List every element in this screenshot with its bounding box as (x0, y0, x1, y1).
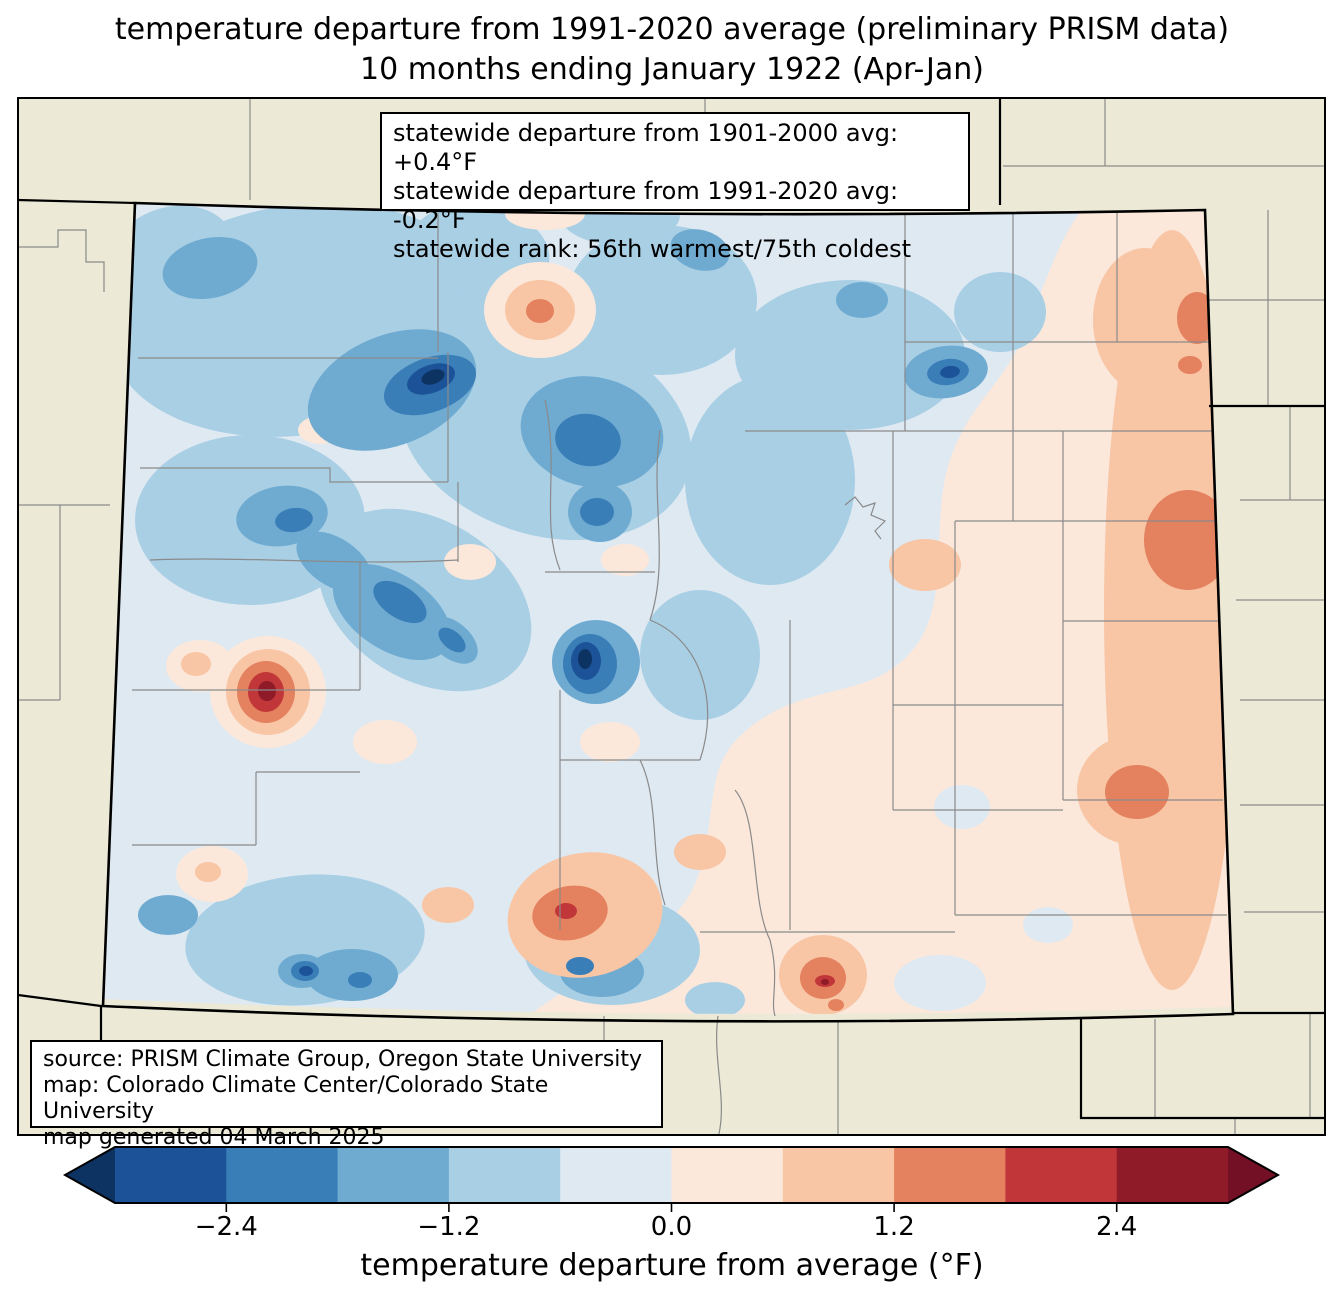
colorbar-tick-label: 0.0 (650, 1212, 693, 1242)
colorbar-tick-label: −2.4 (194, 1212, 258, 1242)
colorbar-segment (671, 1147, 784, 1203)
colorbar-axis-label: temperature departure from average (°F) (360, 1248, 984, 1283)
source-line-2: map: Colorado Climate Center/Colorado St… (43, 1073, 549, 1124)
source-box: source: PRISM Climate Group, Oregon Stat… (30, 1040, 663, 1150)
colorbar-segment (337, 1147, 450, 1203)
axes-frame (17, 97, 1326, 1136)
source-line-1: source: PRISM Climate Group, Oregon Stat… (43, 1047, 643, 1072)
colorbar-segment (226, 1147, 339, 1203)
title-line-2: 10 months ending January 1922 (Apr-Jan) (360, 52, 984, 87)
colorbar-tick-label: 1.2 (873, 1212, 915, 1242)
colorbar-segment (1005, 1147, 1118, 1203)
colorbar-segment (115, 1147, 227, 1203)
stats-line-2: statewide departure from 1991-2020 avg: … (393, 177, 899, 234)
figure-title: temperature departure from 1991-2020 ave… (0, 10, 1344, 90)
colorbar (62, 1146, 1281, 1212)
colorbar-outline (62, 1146, 1281, 1204)
colorbar-tick-labels: −2.4 −1.2 0.0 1.2 2.4 (115, 1212, 1228, 1242)
colorado-county-lines (132, 211, 1227, 1017)
colorado-state-border (101, 201, 1235, 1023)
colorbar-over-arrow (1228, 1147, 1278, 1203)
colorbar-segment (1116, 1147, 1229, 1203)
colorbar-tick-label: −1.2 (417, 1212, 481, 1242)
title-line-1: temperature departure from 1991-2020 ave… (114, 12, 1230, 47)
source-line-3: map generated 04 March 2025 (43, 1125, 385, 1150)
colorbar-segment (782, 1147, 895, 1203)
colorbar-tick-label: 2.4 (1095, 1212, 1138, 1242)
stats-box: statewide departure from 1901-2000 avg: … (380, 112, 970, 263)
colorbar-segment (448, 1147, 561, 1203)
colorbar-segment (560, 1147, 672, 1203)
neighbor-state-borders (18, 98, 1325, 1120)
colorbar-under-arrow (65, 1147, 115, 1203)
stats-line-1: statewide departure from 1901-2000 avg: … (393, 119, 899, 176)
temperature-field (104, 203, 1232, 1014)
stats-line-3: statewide rank: 56th warmest/75th coldes… (393, 235, 912, 263)
colorbar-segment (894, 1147, 1006, 1203)
